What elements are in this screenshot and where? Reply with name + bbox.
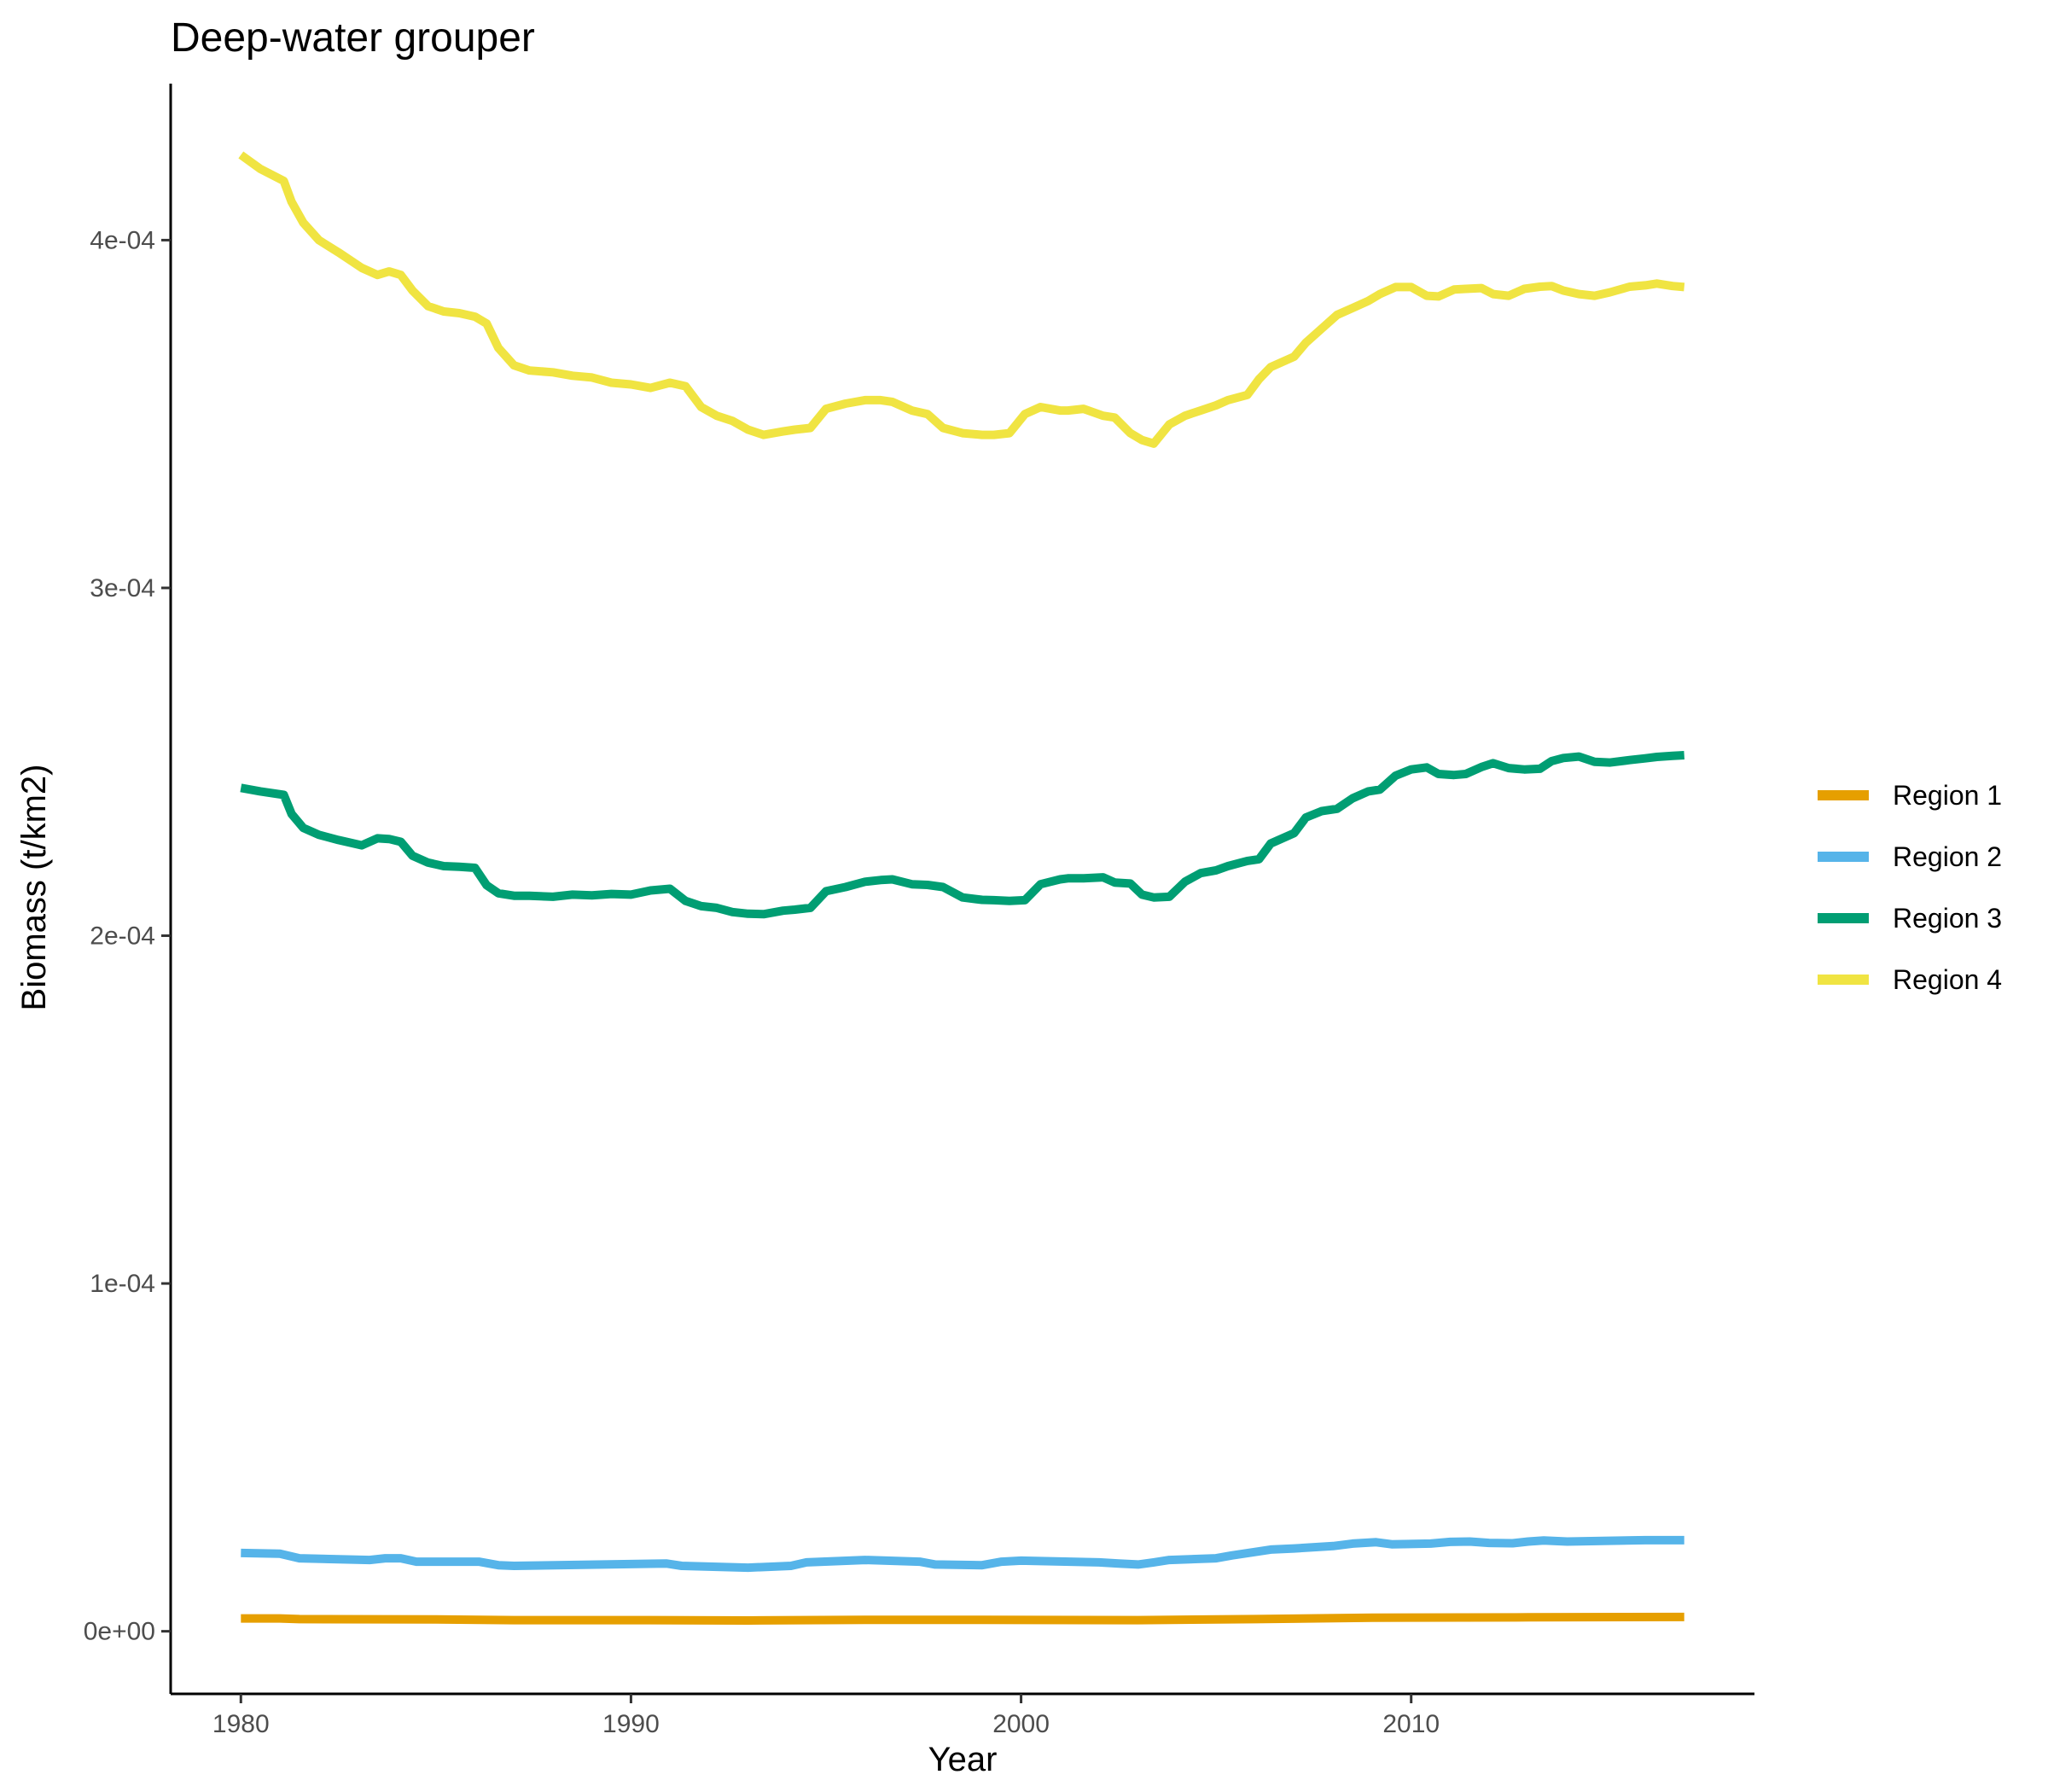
series-line-region-4	[238, 151, 1685, 448]
legend-label-region-3: Region 3	[1893, 903, 2002, 934]
legend-label-region-2: Region 2	[1893, 841, 2002, 872]
y-axis-ticks: 0e+00 1e-04 2e-04 3e-04 4e-04	[84, 226, 171, 1646]
series-line-region-1	[241, 1612, 1684, 1625]
legend: Region 1 Region 2 Region 3 Region 4	[1818, 780, 2002, 995]
x-axis-ticks: 1980 1990 2000 2010	[212, 1694, 1440, 1738]
plot-area: 0e+00 1e-04 2e-04 3e-04 4e-04 1980 1990 2000 20…	[84, 84, 1754, 1738]
x-tick-label: 2010	[1382, 1710, 1440, 1738]
x-axis-title: Year	[928, 1741, 998, 1778]
x-tick-label: 1990	[602, 1710, 660, 1738]
legend-label-region-4: Region 4	[1893, 964, 2002, 995]
series-line-region-2	[241, 1535, 1684, 1573]
series-line-region-3	[240, 751, 1684, 919]
y-axis-title: Biomass (t/km2)	[15, 765, 53, 1011]
x-tick-label: 2000	[992, 1710, 1050, 1738]
y-tick-label: 0e+00	[84, 1618, 155, 1646]
series-layer	[238, 151, 1685, 1625]
y-tick-label: 2e-04	[90, 922, 155, 951]
y-tick-label: 3e-04	[90, 574, 155, 602]
y-tick-label: 4e-04	[90, 226, 155, 254]
chart-title: Deep-water grouper	[171, 15, 535, 61]
x-tick-label: 1980	[212, 1710, 270, 1738]
legend-label-region-1: Region 1	[1893, 780, 2002, 811]
y-tick-label: 1e-04	[90, 1270, 155, 1298]
